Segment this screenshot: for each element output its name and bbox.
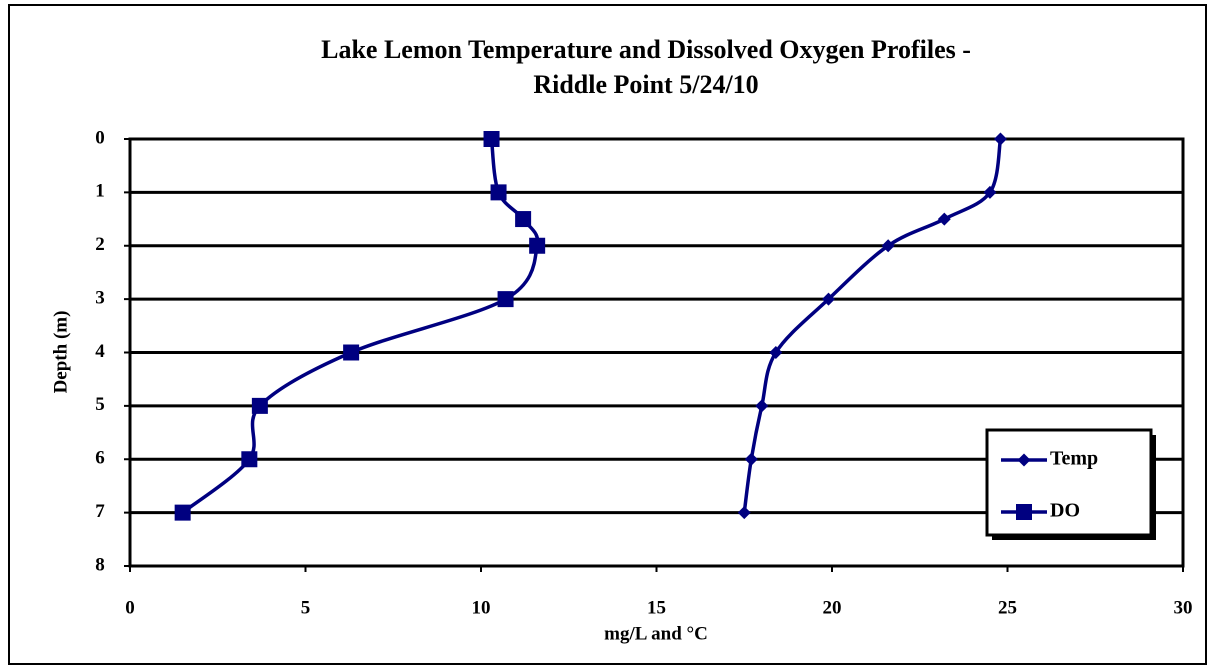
marker: [529, 237, 546, 254]
marker: [241, 451, 258, 468]
marker: [515, 211, 532, 228]
x-tick-label: 20: [823, 597, 842, 618]
chart-title: Riddle Point 5/24/10: [533, 70, 758, 99]
marker: [983, 185, 997, 199]
x-axis-label: mg/L and °C: [604, 623, 708, 644]
marker: [490, 184, 507, 201]
y-tick-label: 4: [95, 341, 105, 362]
x-tick-label: 25: [998, 597, 1017, 618]
marker: [769, 346, 783, 359]
marker: [251, 397, 268, 414]
marker: [881, 239, 895, 253]
y-tick-label: 8: [95, 554, 105, 575]
marker: [755, 399, 769, 413]
y-tick-label: 3: [95, 287, 105, 308]
marker: [744, 452, 758, 466]
marker: [497, 291, 514, 308]
x-tick-label: 0: [125, 597, 135, 618]
marker: [937, 212, 951, 226]
marker: [1017, 453, 1031, 467]
x-tick-label: 10: [472, 597, 491, 618]
y-tick-label: 1: [95, 181, 105, 202]
x-tick-label: 5: [301, 597, 311, 618]
legend-label: DO: [1050, 500, 1080, 522]
legend: [985, 428, 1153, 537]
marker: [174, 504, 191, 521]
chart-title: Lake Lemon Temperature and Dissolved Oxy…: [321, 35, 971, 64]
x-tick-label: 30: [1174, 597, 1193, 618]
y-tick-label: 0: [95, 127, 105, 148]
marker: [1016, 504, 1032, 520]
y-tick-label: 7: [95, 501, 105, 522]
marker: [993, 132, 1007, 146]
series-line: [181, 138, 540, 514]
y-tick-label: 6: [95, 448, 105, 469]
marker: [737, 506, 751, 520]
marker: [483, 131, 500, 147]
legend-label: Temp: [1050, 448, 1098, 470]
x-tick-label: 15: [647, 597, 666, 618]
marker: [821, 292, 835, 306]
marker: [343, 344, 360, 361]
y-tick-label: 2: [95, 234, 105, 255]
y-tick-label: 5: [95, 394, 105, 415]
y-axis-label: Depth (m): [50, 311, 71, 394]
